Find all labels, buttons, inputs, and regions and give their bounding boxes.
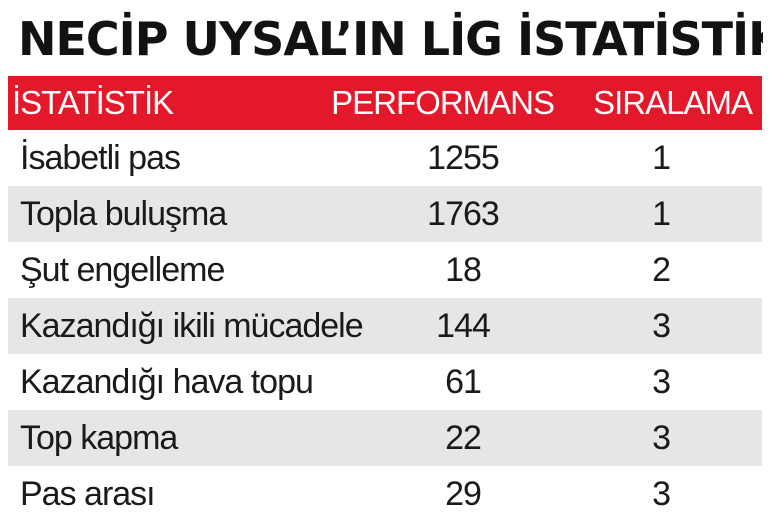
table-row: Pas arası 29 3: [8, 466, 762, 522]
row-rank: 1: [652, 194, 671, 233]
row-stat: Şut engelleme: [20, 250, 225, 289]
header-performance: PERFORMANS: [331, 84, 555, 121]
row-rank: 1: [652, 138, 671, 177]
stats-table: İSTATİSTİK PERFORMANS SIRALAMA İsabetli …: [8, 76, 762, 522]
table-title: NECİP UYSAL’IN LİG İSTATİSTİKLERİ: [18, 12, 763, 66]
row-performance: 29: [445, 474, 482, 513]
row-stat: Topla buluşma: [20, 194, 227, 233]
row-performance: 18: [445, 250, 482, 289]
row-rank: 3: [652, 418, 671, 457]
row-performance: 61: [445, 362, 482, 401]
table-row: İsabetli pas 1255 1: [8, 130, 762, 186]
row-performance: 22: [445, 418, 482, 457]
row-rank: 3: [652, 362, 671, 401]
row-performance: 1763: [427, 194, 500, 233]
row-stat: Pas arası: [20, 474, 156, 513]
row-stat: Kazandığı ikili mücadele: [20, 306, 364, 345]
table-row: Şut engelleme 18 2: [8, 242, 762, 298]
header-ranking: SIRALAMA: [593, 84, 753, 121]
row-stat: İsabetli pas: [20, 138, 181, 177]
row-rank: 3: [652, 306, 671, 345]
table-row: Kazandığı hava topu 61 3: [8, 354, 762, 410]
header-statistic: İSTATİSTİK: [12, 84, 174, 121]
table-row: Kazandığı ikili mücadele 144 3: [8, 298, 762, 354]
row-performance: 144: [436, 306, 491, 345]
row-rank: 2: [652, 250, 671, 289]
row-stat: Top kapma: [20, 418, 178, 457]
row-performance: 1255: [427, 138, 500, 177]
table-header: İSTATİSTİK PERFORMANS SIRALAMA: [8, 76, 762, 130]
table-row: Top kapma 22 3: [8, 410, 762, 466]
row-stat: Kazandığı hava topu: [20, 362, 314, 401]
table-row: Topla buluşma 1763 1: [8, 186, 762, 242]
row-rank: 3: [652, 474, 671, 513]
